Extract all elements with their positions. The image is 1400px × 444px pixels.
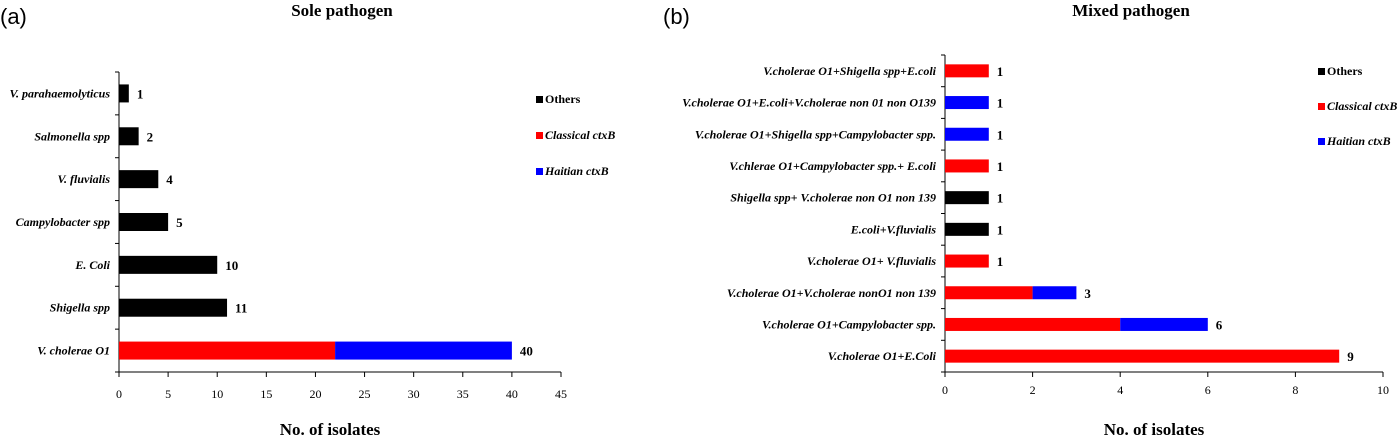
category-label: V.cholerae O1+Campylobacter spp. [762, 317, 936, 331]
x-tick-label: 10 [211, 387, 223, 401]
category-label: Salmonella spp [34, 129, 110, 143]
category-label: V. cholerae O1 [37, 344, 110, 358]
category-label: V.cholerae O1+E.coli+V.cholerae non 01 n… [682, 96, 936, 110]
bar-others [119, 213, 169, 231]
category-label: Campylobacter spp [16, 215, 110, 229]
value-label: 5 [176, 215, 183, 230]
value-label: 3 [1084, 286, 1091, 301]
bar-others [119, 170, 159, 189]
x-axis-title: No. of isolates [280, 420, 381, 439]
value-label: 1 [997, 191, 1004, 206]
bar-classical-ctxb [945, 349, 1340, 363]
value-label: 2 [147, 129, 154, 144]
x-tick-label: 10 [1377, 383, 1389, 397]
value-label: 1 [137, 86, 144, 101]
bar-others [945, 222, 989, 236]
bar-others [119, 127, 139, 146]
x-tick-label: 15 [260, 387, 272, 401]
value-label: 1 [997, 254, 1004, 269]
bar-classical-ctxb [945, 254, 989, 268]
legend-label: Others [1327, 64, 1363, 78]
x-tick-label: 8 [1292, 383, 1298, 397]
value-label: 1 [997, 159, 1004, 174]
category-label: Shigella spp [50, 301, 110, 315]
value-label: 1 [997, 96, 1004, 111]
value-label: 1 [997, 222, 1004, 237]
category-label: V.chlerae O1+Campylobacter spp.+ E.coli [729, 159, 936, 173]
category-label: V.cholerae O1+Shigella spp+E.coli [763, 64, 936, 78]
chart-panel-a: (a) Sole pathogen V. parahaemolyticus 1 Salm… [0, 1, 615, 439]
legend-label: Others [545, 92, 581, 106]
category-label: Shigella spp+ V.cholerae non O1 non 139 [730, 191, 936, 205]
x-tick-label: 6 [1205, 383, 1211, 397]
bar-classical-ctxb [119, 341, 336, 360]
bar-haitian-ctxb [1120, 317, 1208, 331]
bar-classical-ctxb [945, 159, 989, 173]
value-label: 1 [997, 127, 1004, 142]
bar-others [119, 298, 228, 317]
chart-title: Mixed pathogen [1072, 1, 1190, 20]
value-label: 6 [1216, 317, 1223, 332]
bar-classical-ctxb [945, 64, 989, 78]
x-tick-label: 20 [309, 387, 321, 401]
bar-others [119, 84, 129, 103]
x-tick-label: 4 [1117, 383, 1123, 397]
chart-panel-b: (b) Mixed pathogen V.cholerae O1+Shigella … [663, 1, 1397, 439]
value-label: 10 [225, 258, 238, 273]
bar-classical-ctxb [945, 286, 1033, 300]
legend-swatch [1318, 103, 1325, 110]
value-label: 1 [997, 64, 1004, 79]
legend-swatch [536, 96, 543, 103]
category-label: V.cholerae O1+ V.fluvialis [807, 254, 936, 268]
x-tick-label: 5 [165, 387, 171, 401]
bar-others [119, 255, 218, 274]
category-label: V.cholerae O1+Shigella spp+Campylobacter… [695, 127, 936, 141]
x-tick-label: 30 [408, 387, 420, 401]
x-tick-label: 0 [942, 383, 948, 397]
category-label: E.coli+V.fluvialis [850, 222, 937, 236]
bar-others [945, 191, 989, 205]
bar-haitian-ctxb [335, 341, 512, 360]
x-tick-label: 35 [457, 387, 469, 401]
bar-classical-ctxb [945, 317, 1121, 331]
value-label: 11 [235, 301, 247, 316]
legend-label: Haitian ctxB [1326, 134, 1391, 148]
x-tick-label: 25 [359, 387, 371, 401]
category-label: V. parahaemolyticus [10, 86, 111, 100]
x-axis-title: No. of isolates [1104, 420, 1205, 439]
value-label: 40 [520, 344, 533, 359]
value-label: 9 [1347, 349, 1354, 364]
legend-swatch [536, 132, 543, 139]
legend-swatch [1318, 138, 1325, 145]
x-tick-label: 0 [116, 387, 122, 401]
category-label: E. Coli [74, 258, 110, 272]
bar-haitian-ctxb [945, 96, 989, 110]
category-label: V.cholerae O1+V.cholerae nonO1 non 139 [727, 286, 936, 300]
category-label: V.cholerae O1+E.Coli [828, 349, 937, 363]
bar-haitian-ctxb [1032, 286, 1077, 300]
bar-haitian-ctxb [945, 127, 989, 141]
value-label: 4 [166, 172, 173, 187]
x-tick-label: 40 [506, 387, 518, 401]
legend-swatch [1318, 68, 1325, 75]
panel-label: (a) [0, 4, 27, 29]
chart-title: Sole pathogen [291, 1, 393, 20]
category-label: V. fluvialis [58, 172, 111, 186]
legend-label: Classical ctxB [1327, 99, 1397, 113]
legend-label: Haitian ctxB [544, 164, 609, 178]
legend-label: Classical ctxB [545, 128, 615, 142]
panel-label: (b) [663, 4, 690, 29]
x-tick-label: 45 [555, 387, 567, 401]
x-tick-label: 2 [1030, 383, 1036, 397]
legend-swatch [536, 168, 543, 175]
